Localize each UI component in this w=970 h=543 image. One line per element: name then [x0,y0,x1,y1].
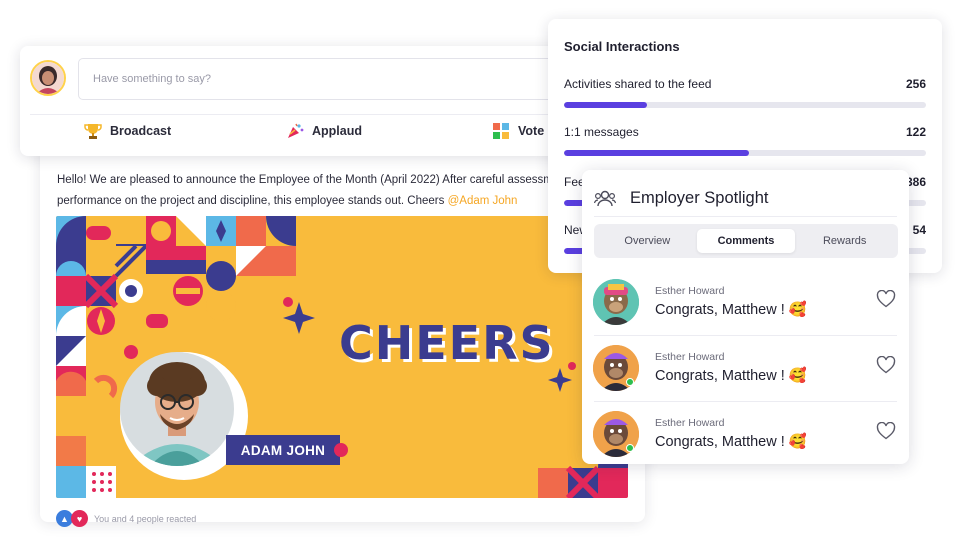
tab-overview[interactable]: Overview [624,235,671,247]
ape-avatar-image [593,279,639,325]
party-popper-icon [288,123,304,138]
banner-heading: CHEERS [339,316,555,370]
spotlight-tabs: Overview Comments Rewards [594,224,898,258]
comment-author: Esther Howard [655,351,725,363]
tab-comments[interactable]: Comments [696,229,796,253]
mention-link[interactable]: @Adam John [447,195,518,207]
metric-bar-fill [564,102,648,108]
metric-value: 54 [912,223,926,237]
name-tag-dot [334,443,348,457]
tab-rewards[interactable]: Rewards [822,235,867,247]
post-text-line-2-body: performance on the project and disciplin… [57,195,448,207]
metric-value: 386 [905,175,926,189]
employee-portrait-image [120,352,234,466]
users-group-icon [594,190,616,207]
user-avatar[interactable] [30,60,66,96]
comment-item: Esther Howard Congrats, Matthew ! 🥰 [582,402,909,468]
comment-text: Congrats, Matthew ! 🥰 [655,434,807,450]
online-status-dot [626,444,634,452]
metric-value: 122 [905,125,926,139]
heart-icon[interactable] [876,422,896,440]
metric-label: 1:1 messages [564,125,639,139]
like-icon: ▲ [56,510,73,527]
composer-input[interactable]: Have something to say? [78,58,568,100]
applaud-label: Applaud [312,124,362,138]
avatar[interactable] [593,279,639,325]
post-text-line-2: performance on the project and disciplin… [57,191,577,212]
comment-text: Congrats, Matthew ! 🥰 [655,368,807,384]
post-body: Hello! We are pleased to announce the Em… [57,170,577,212]
comment-divider [594,401,897,402]
composer-divider [30,114,570,115]
ape-avatar-image [593,411,639,457]
trophy-icon [84,124,102,139]
reactions-bar[interactable]: ▲ ♥ You and 4 people reacted [56,510,196,527]
comment-item: Esther Howard Congrats, Matthew ! 🥰 [582,270,909,336]
broadcast-label: Broadcast [110,124,172,138]
spotlight-divider [594,216,897,217]
social-interactions-title: Social Interactions [564,39,680,54]
comment-author: Esther Howard [655,417,725,429]
metric-bar-fill [564,150,749,156]
broadcast-button[interactable]: Broadcast [84,120,171,142]
metric-bar-track [564,150,926,156]
metric-activities: Activities shared to the feed 256 [564,77,926,108]
heart-react-icon: ♥ [71,510,88,527]
metric-value: 256 [905,77,926,91]
vote-label: Vote [518,124,545,138]
employer-spotlight-card: Employer Spotlight Overview Comments Rew… [582,170,909,464]
metric-messages: 1:1 messages 122 [564,125,926,156]
online-status-dot [626,378,634,386]
comment-text: Congrats, Matthew ! 🥰 [655,302,807,318]
spotlight-title: Employer Spotlight [630,188,769,207]
post-text-line-1: Hello! We are pleased to announce the Em… [57,174,577,186]
comment-author: Esther Howard [655,285,725,297]
employee-name-tag: ADAM JOHN [226,435,340,465]
vote-icon [493,123,509,139]
composer-card: Have something to say? Broadcast Applaud… [20,46,580,156]
heart-icon[interactable] [876,356,896,374]
vote-button[interactable]: Vote [492,120,544,142]
spotlight-header: Employer Spotlight [594,180,769,216]
user-avatar-image [32,62,64,94]
comment-divider [594,335,897,336]
heart-icon[interactable] [876,290,896,308]
metric-bar-track [564,102,926,108]
metric-label: Activities shared to the feed [564,77,712,91]
employee-of-month-banner: CHEERS [56,216,628,498]
reactions-text: You and 4 people reacted [94,513,197,524]
employee-photo [120,352,248,480]
comment-item: Esther Howard Congrats, Matthew ! 🥰 [582,336,909,402]
applaud-button[interactable]: Applaud [286,120,362,142]
